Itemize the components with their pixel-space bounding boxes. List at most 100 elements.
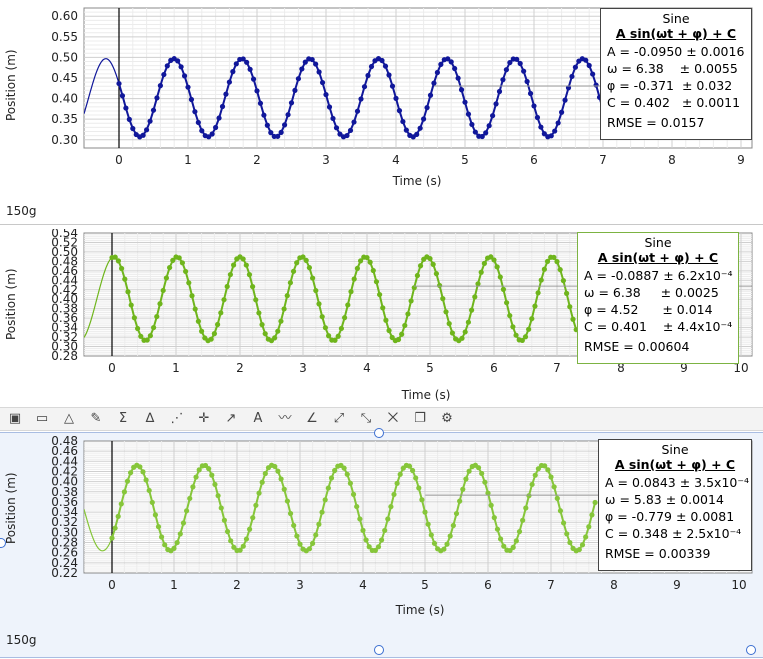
data-point bbox=[130, 125, 136, 132]
fit-param-A: A = -0.0887 ± 6.2x10⁻⁴ bbox=[584, 268, 733, 283]
data-point bbox=[262, 470, 268, 477]
annotation-icon[interactable]: A bbox=[253, 411, 263, 426]
delete-icon[interactable]: ⤢ bbox=[333, 411, 345, 426]
settings-icon[interactable]: ❐ bbox=[414, 411, 426, 426]
data-point bbox=[496, 88, 503, 95]
data-point bbox=[431, 80, 437, 86]
graph-panel-2[interactable]: Position (m) 0 1 2 3 4 5 6 7 8 9 10 0.28 0.30 0.32 0.3… bbox=[0, 229, 763, 407]
pin-icon[interactable]: ⨉ bbox=[387, 411, 399, 426]
data-point bbox=[590, 71, 596, 77]
data-point bbox=[472, 129, 478, 135]
graph-toolbar: ▣ ▭ △ ✎ Σ ∆ ⋰ ✛ ↗ A 〰 ∠ ⤢ ⤡ ⨉ ❐ ⚙ bbox=[0, 407, 763, 431]
data-point bbox=[332, 337, 338, 343]
data-point bbox=[383, 317, 389, 323]
data-point bbox=[338, 325, 344, 332]
data-point bbox=[399, 331, 405, 337]
data-point bbox=[177, 531, 183, 537]
data-point bbox=[354, 265, 360, 272]
data-point bbox=[215, 493, 221, 499]
data-point bbox=[151, 324, 157, 331]
y-tick-label: 0.48 bbox=[51, 434, 78, 448]
graph-select-icon[interactable]: ▭ bbox=[35, 411, 49, 426]
x-axis-label: Time (s) bbox=[395, 603, 445, 617]
data-point bbox=[176, 255, 182, 261]
data-point bbox=[144, 337, 150, 343]
data-point bbox=[227, 271, 233, 278]
data-point bbox=[475, 465, 482, 471]
data-point bbox=[250, 76, 257, 82]
resize-handle-bottom[interactable] bbox=[374, 645, 384, 655]
y-tick-label: 0.48 bbox=[51, 254, 78, 268]
data-point bbox=[475, 281, 481, 287]
data-point bbox=[181, 73, 188, 79]
data-point bbox=[330, 115, 336, 122]
data-point bbox=[364, 254, 370, 261]
highlight-icon[interactable]: ✎ bbox=[90, 411, 102, 426]
fit-param-omega: ω = 6.38 ± 0.0055 bbox=[607, 61, 738, 76]
data-point bbox=[118, 501, 124, 507]
graph-panel-3[interactable]: Position (m) 0 1 2 3 4 5 6 7 8 9 10 0.22 0.24 0.26 0.2… bbox=[0, 432, 763, 658]
interpolate-icon[interactable]: ✛ bbox=[198, 411, 210, 426]
data-point bbox=[520, 517, 526, 523]
duplicate-icon[interactable]: ⤡ bbox=[360, 411, 372, 426]
data-point bbox=[233, 61, 239, 67]
data-point bbox=[313, 532, 319, 538]
resize-handle-top[interactable] bbox=[374, 428, 384, 438]
data-point bbox=[491, 515, 497, 521]
graph-options-icon[interactable]: ▣ bbox=[8, 411, 22, 426]
data-point bbox=[564, 531, 570, 537]
data-point bbox=[535, 290, 541, 296]
data-point bbox=[333, 125, 340, 131]
resize-handle-left[interactable] bbox=[0, 538, 6, 548]
curve-fit-box[interactable]: Sine A sin(ωt + φ) + C A = 0.0843 ± 3.5x… bbox=[598, 439, 752, 571]
fit-rmse: RMSE = 0.0157 bbox=[607, 115, 705, 130]
data-point bbox=[497, 274, 503, 280]
data-point bbox=[162, 542, 168, 548]
analyze-icon[interactable]: △ bbox=[64, 411, 74, 426]
x-tick-label: 9 bbox=[673, 578, 681, 592]
data-point bbox=[372, 547, 378, 553]
data-point bbox=[379, 537, 385, 543]
data-point bbox=[513, 538, 519, 544]
curve-fit-icon[interactable]: ⋰ bbox=[170, 411, 184, 426]
data-point bbox=[257, 100, 264, 106]
data-point bbox=[167, 264, 173, 271]
data-point bbox=[479, 470, 485, 477]
data-point bbox=[138, 333, 144, 339]
data-point bbox=[532, 303, 538, 309]
x-tick-label: 6 bbox=[484, 578, 492, 592]
data-point bbox=[319, 314, 325, 320]
data-point bbox=[284, 498, 290, 504]
data-point bbox=[319, 79, 326, 86]
data-point bbox=[128, 302, 134, 308]
tangent-icon[interactable]: ↗ bbox=[225, 411, 237, 426]
resize-handle-corner[interactable] bbox=[746, 645, 756, 655]
fft-icon[interactable]: 〰 bbox=[278, 411, 292, 426]
x-tick-label: 2 bbox=[253, 153, 261, 167]
curve-fit-box[interactable]: Sine A sin(ωt + φ) + C A = -0.0887 ± 6.2… bbox=[577, 232, 739, 364]
data-point bbox=[524, 78, 530, 85]
fit-rmse: RMSE = 0.00604 bbox=[584, 339, 690, 354]
curve-fit-box[interactable]: Sine A sin(ωt + φ) + C A = -0.0950 ± 0.0… bbox=[600, 8, 752, 140]
integral-icon[interactable]: ∆ bbox=[145, 411, 155, 426]
fit-type: Sine bbox=[662, 11, 690, 26]
data-point bbox=[306, 546, 313, 552]
data-point bbox=[243, 536, 250, 542]
data-point bbox=[564, 290, 570, 296]
data-point bbox=[561, 520, 567, 526]
data-point bbox=[299, 66, 305, 72]
statistics-icon[interactable]: Σ bbox=[118, 411, 128, 426]
view-icon[interactable]: ⚙ bbox=[441, 411, 453, 426]
data-point bbox=[313, 287, 319, 294]
data-point bbox=[551, 484, 557, 490]
y-tick-label: 0.30 bbox=[51, 133, 78, 147]
data-point bbox=[462, 99, 468, 105]
data-point bbox=[358, 96, 364, 102]
data-point bbox=[516, 528, 523, 535]
data-point bbox=[526, 326, 532, 332]
data-point bbox=[462, 329, 468, 335]
slope-icon[interactable]: ∠ bbox=[306, 411, 318, 426]
data-point bbox=[175, 58, 181, 64]
data-point bbox=[115, 258, 121, 264]
graph-panel-1[interactable]: Position (m) 0 1 2 3 4 5 6 7 8 9 0.30 0.35 0.40 0.45 0… bbox=[0, 0, 763, 225]
